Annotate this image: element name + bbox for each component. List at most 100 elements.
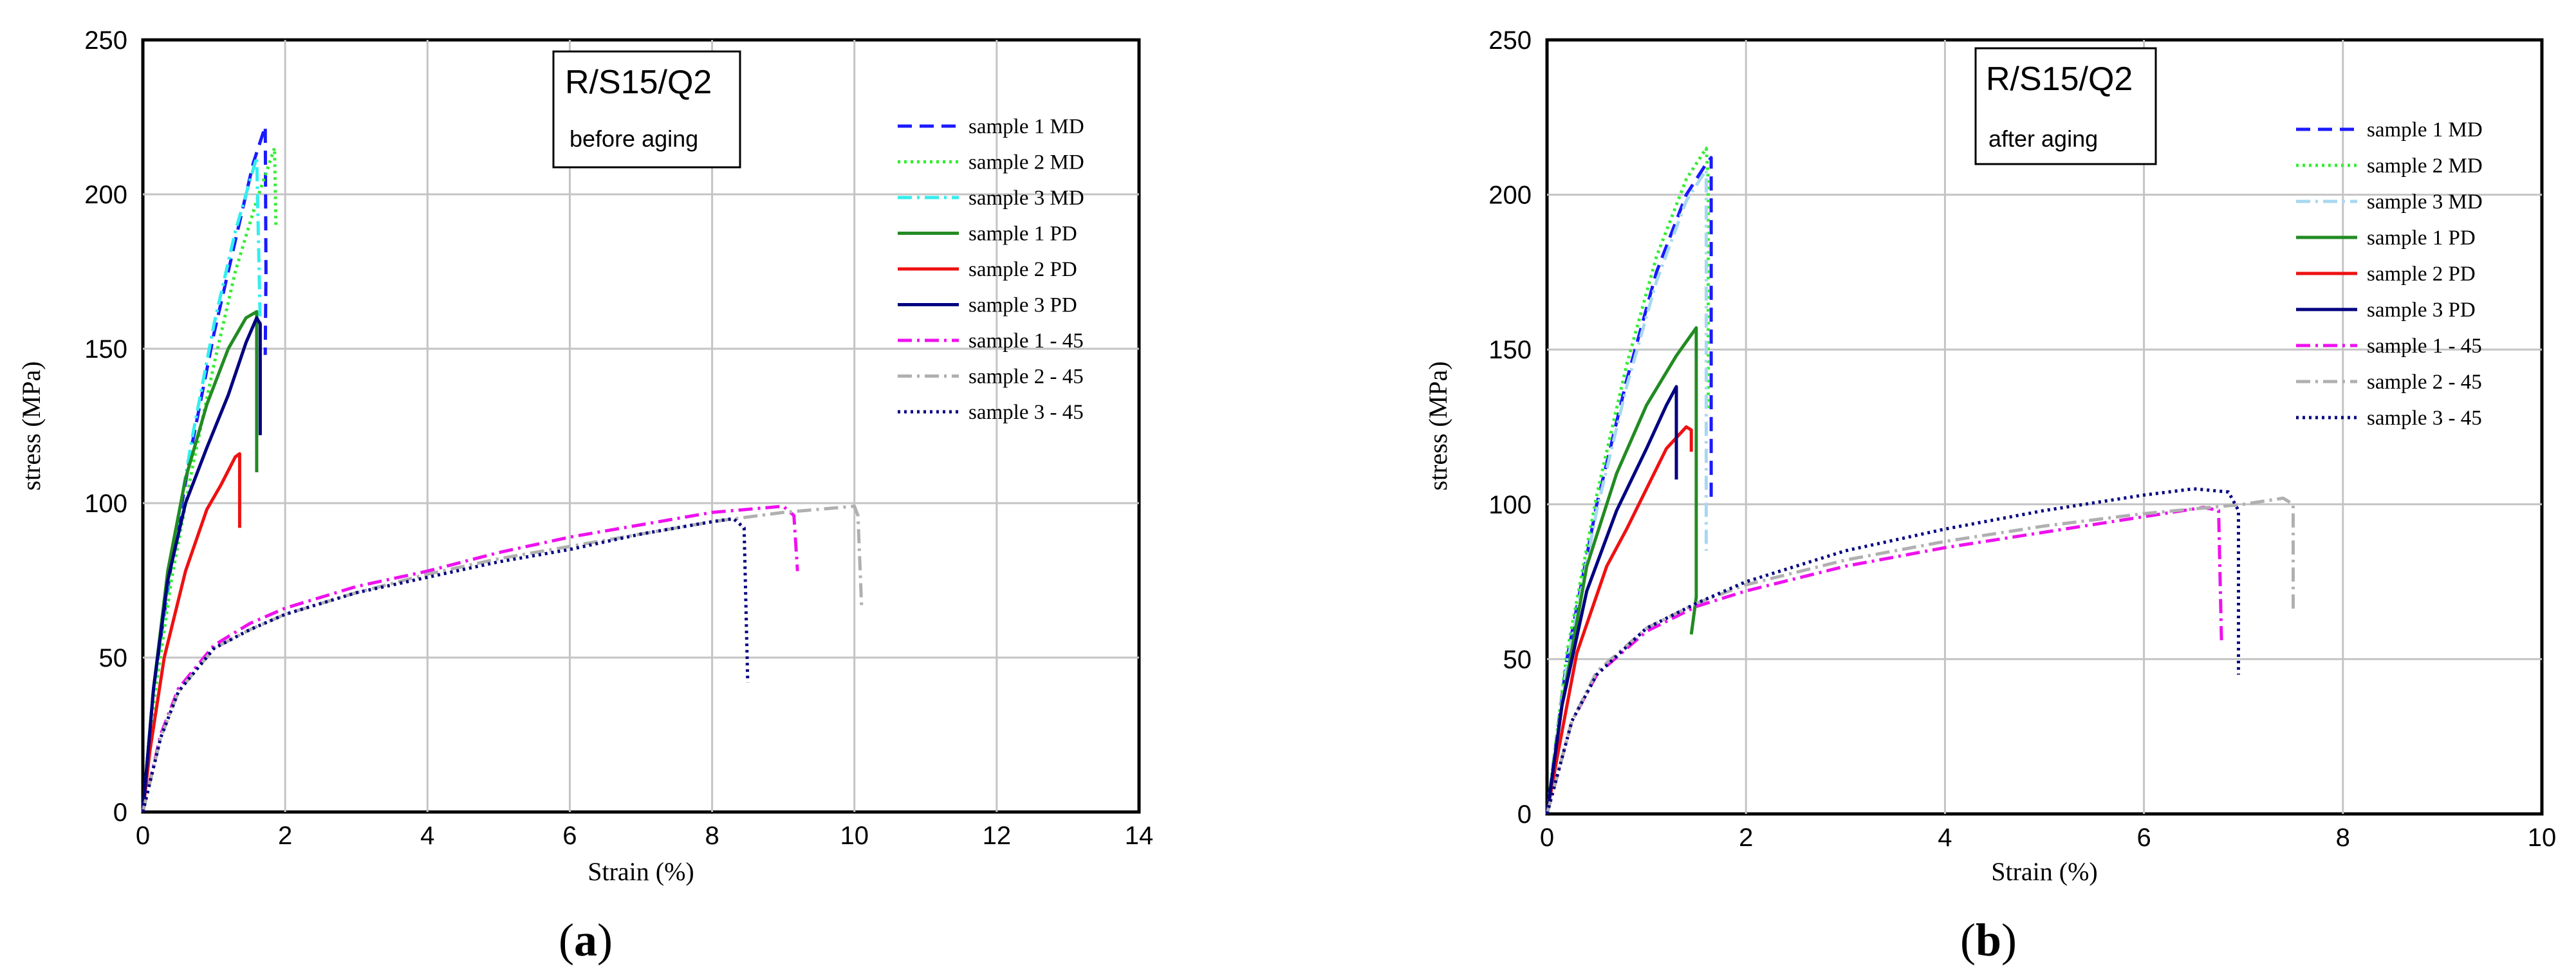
y-tick-label: 100 xyxy=(1488,491,1532,519)
legend-item: sample 1 PD xyxy=(2296,226,2476,250)
y-tick-label: 50 xyxy=(1503,645,1532,674)
annotation-subtitle: before aging xyxy=(570,125,698,152)
legend-item: sample 3 PD xyxy=(2296,299,2476,322)
y-tick-label: 100 xyxy=(84,490,127,518)
x-tick-label: 10 xyxy=(840,822,869,850)
legend-item: sample 3 - 45 xyxy=(2296,407,2482,430)
legend-item: sample 2 - 45 xyxy=(898,365,1084,389)
x-tick-label: 4 xyxy=(1938,824,1952,852)
y-tick-label: 200 xyxy=(1488,181,1532,210)
legend-item: sample 1 PD xyxy=(898,223,1077,246)
x-tick-label: 8 xyxy=(2336,824,2350,852)
legend-label: sample 1 MD xyxy=(2367,118,2483,142)
series-line xyxy=(141,452,241,813)
legend-label: sample 2 - 45 xyxy=(968,365,1084,389)
panel-label: (b) xyxy=(1960,914,2017,966)
legend-item: sample 2 PD xyxy=(2296,263,2476,286)
legend-item: sample 3 MD xyxy=(2296,190,2483,214)
series-line xyxy=(1545,326,1698,815)
x-tick-label: 4 xyxy=(420,822,434,850)
annotation-box xyxy=(552,50,741,169)
legend-label: sample 2 MD xyxy=(2367,154,2483,178)
x-tick-label: 6 xyxy=(2136,824,2151,852)
plot-area xyxy=(141,38,1141,814)
legend-label: sample 1 PD xyxy=(2367,226,2476,250)
x-tick-label: 14 xyxy=(1125,822,1154,850)
series-line xyxy=(1545,168,1708,815)
plot-area xyxy=(1545,38,2544,816)
x-tick-label: 6 xyxy=(562,822,577,850)
x-tick-labels: 0 2 4 6 8 10 12 14 xyxy=(136,822,1153,850)
x-axis-label: Strain (%) xyxy=(588,857,694,886)
legend: sample 1 MD sample 2 MD sample 3 MD sample … xyxy=(2296,118,2483,430)
legend-item: sample 3 - 45 xyxy=(898,401,1084,424)
x-tick-label: 12 xyxy=(983,822,1012,850)
series-line xyxy=(141,517,750,813)
legend-label: sample 2 PD xyxy=(968,258,1077,281)
legend-label: sample 3 MD xyxy=(2367,190,2483,214)
y-tick-label: 200 xyxy=(84,181,127,209)
x-tick-label: 2 xyxy=(1739,824,1753,852)
legend-item: sample 2 PD xyxy=(898,258,1077,281)
legend-item: sample 1 - 45 xyxy=(2296,335,2482,358)
series-line xyxy=(1545,425,1693,815)
gridlines xyxy=(1547,40,2542,814)
annotation-title: R/S15/Q2 xyxy=(1986,60,2133,98)
legend-item: sample 1 MD xyxy=(898,115,1084,138)
y-tick-label: 150 xyxy=(1488,336,1532,364)
x-tick-label: 0 xyxy=(1540,824,1554,852)
x-tick-labels: 0 2 4 6 8 10 xyxy=(1540,824,2556,852)
legend-label: sample 2 PD xyxy=(2367,263,2476,286)
legend-item: sample 3 PD xyxy=(898,294,1077,317)
series-line xyxy=(141,504,864,813)
x-tick-label: 10 xyxy=(2528,824,2557,852)
y-tick-labels: 0 50 100 150 200 250 xyxy=(84,26,127,827)
series-line xyxy=(1545,385,1678,815)
y-tick-label: 150 xyxy=(84,335,127,364)
legend-item: sample 2 MD xyxy=(2296,154,2483,178)
legend-item: sample 2 MD xyxy=(898,151,1084,174)
panel-label: (a) xyxy=(559,914,613,966)
legend-item: sample 1 MD xyxy=(2296,118,2483,142)
y-axis-label: stress (MPa) xyxy=(17,361,46,490)
x-tick-label: 2 xyxy=(278,822,292,850)
annotation-title: R/S15/Q2 xyxy=(565,64,712,101)
legend-label: sample 3 MD xyxy=(968,187,1084,210)
legend-label: sample 1 MD xyxy=(968,115,1084,138)
legend-label: sample 1 PD xyxy=(968,223,1077,246)
legend-item: sample 3 MD xyxy=(898,187,1084,210)
legend-label: sample 3 - 45 xyxy=(968,401,1084,424)
chart-panel-b: 0 50 100 150 200 250 0 2 4 6 8 10 R/S15/Q2 after a… xyxy=(1423,26,2556,966)
legend-item: sample 1 - 45 xyxy=(898,329,1084,353)
series-line xyxy=(141,504,799,813)
y-tick-label: 0 xyxy=(1517,800,1532,829)
x-axis-label: Strain (%) xyxy=(1991,857,2098,886)
legend-label: sample 3 - 45 xyxy=(2367,407,2482,430)
legend: sample 1 MD sample 2 MD sample 3 MD sample … xyxy=(898,115,1084,424)
legend-label: sample 3 PD xyxy=(968,294,1077,317)
y-tick-label: 250 xyxy=(84,26,127,55)
legend-label: sample 2 MD xyxy=(968,151,1084,174)
annotation-box xyxy=(1974,47,2157,165)
legend-label: sample 1 - 45 xyxy=(968,329,1084,353)
gridlines xyxy=(143,40,1139,812)
series-line xyxy=(1545,146,1710,815)
series-line xyxy=(1545,496,2295,815)
y-tick-labels: 0 50 100 150 200 250 xyxy=(1488,26,1532,829)
x-tick-label: 0 xyxy=(136,822,150,850)
series-line xyxy=(141,146,278,813)
series-line xyxy=(141,316,262,813)
annotation-subtitle: after aging xyxy=(1988,125,2098,152)
y-tick-label: 250 xyxy=(1488,26,1532,55)
legend-item: sample 2 - 45 xyxy=(2296,371,2482,394)
legend-label: sample 2 - 45 xyxy=(2367,371,2482,394)
chart-panel-a: 0 50 100 150 200 250 0 2 4 6 8 10 12 14 R/S15/Q2 bef… xyxy=(17,26,1153,966)
x-tick-label: 8 xyxy=(705,822,719,850)
y-tick-label: 50 xyxy=(99,644,128,672)
y-axis-label: stress (MPa) xyxy=(1423,361,1452,490)
series-lines xyxy=(1545,146,2295,815)
legend-label: sample 1 - 45 xyxy=(2367,335,2482,358)
legend-label: sample 3 PD xyxy=(2367,299,2476,322)
series-lines xyxy=(141,124,864,813)
